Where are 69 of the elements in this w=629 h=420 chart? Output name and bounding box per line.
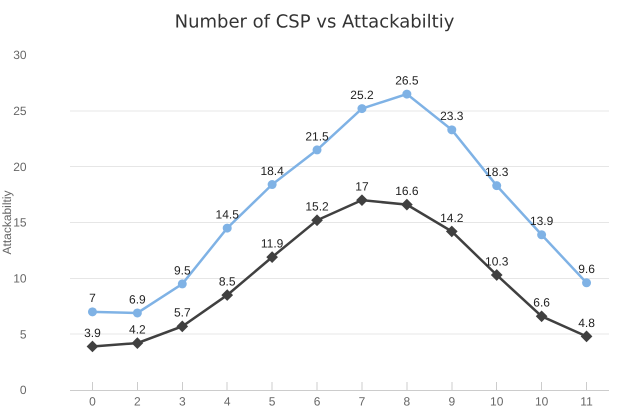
point	[312, 145, 322, 154]
x-tick-label: 11	[580, 394, 594, 408]
data-label: 11.9	[260, 236, 284, 250]
data-label: 17	[355, 180, 369, 194]
point	[446, 226, 458, 238]
point	[582, 278, 592, 288]
data-label: 4.2	[129, 322, 146, 336]
point	[447, 125, 456, 134]
x-tick-label: 9	[448, 394, 456, 408]
point	[132, 337, 144, 349]
data-label: 14.2	[440, 210, 464, 225]
data-label: 25.2	[350, 88, 374, 102]
x-tick-label: 4	[224, 394, 231, 408]
data-label: 26.5	[395, 73, 419, 88]
data-label: 4.8	[578, 316, 596, 330]
point	[401, 198, 413, 210]
data-label: 15.2	[305, 200, 330, 214]
data-label: 10.3	[485, 254, 509, 268]
y-tick-label: 5	[20, 327, 27, 342]
data-label: 16.6	[395, 184, 419, 198]
x-tick-label: 3	[178, 394, 186, 408]
data-label: 3.9	[84, 326, 102, 340]
y-axis-title: Attackabiltiy	[0, 190, 14, 255]
point	[88, 307, 97, 316]
data-label: 6.6	[533, 296, 550, 310]
data-label: 21.5	[305, 129, 330, 144]
data-label: 18.3	[485, 165, 509, 180]
point	[178, 279, 187, 288]
point	[222, 224, 232, 233]
x-tick-label: 8	[404, 394, 411, 408]
point	[580, 330, 592, 342]
point	[492, 181, 502, 190]
data-label: 14.5	[216, 207, 240, 222]
point	[402, 90, 412, 99]
x-tick-label: 5	[268, 394, 276, 408]
point	[357, 104, 366, 114]
y-tick-label: 25	[13, 104, 27, 118]
x-tick-label: 0	[89, 394, 96, 408]
data-label: 7	[89, 291, 96, 306]
data-label: 9.5	[174, 263, 191, 278]
y-tick-label: 15	[13, 216, 27, 230]
data-label: 13.9	[530, 214, 554, 228]
y-tick-label: 30	[13, 48, 27, 62]
point	[311, 214, 323, 226]
point	[268, 180, 277, 190]
data-label: 5.7	[174, 306, 191, 320]
data-label: 8.5	[218, 274, 236, 288]
x-tick-label: 10	[490, 394, 504, 408]
point	[132, 308, 142, 318]
point	[86, 340, 98, 352]
point	[490, 269, 503, 281]
chart-title: Number of CSP vs Attackabiltiy	[174, 12, 455, 32]
point	[176, 320, 188, 332]
data-label: 23.3	[440, 109, 464, 124]
y-tick-label: 10	[13, 272, 27, 286]
x-tick-label: 6	[314, 394, 321, 408]
y-tick-label: 20	[13, 160, 27, 174]
data-label: 18.4	[260, 164, 284, 178]
x-tick-label: 7	[358, 394, 366, 408]
point	[266, 251, 278, 263]
x-tick-label: 10	[534, 394, 549, 408]
point	[356, 194, 368, 206]
y-tick-label: 0	[20, 383, 27, 398]
data-label: 9.6	[578, 262, 596, 276]
data-label: 6.9	[129, 292, 146, 306]
x-tick-label: 2	[134, 394, 142, 408]
point	[536, 310, 548, 322]
point	[221, 289, 234, 301]
point	[537, 230, 546, 240]
